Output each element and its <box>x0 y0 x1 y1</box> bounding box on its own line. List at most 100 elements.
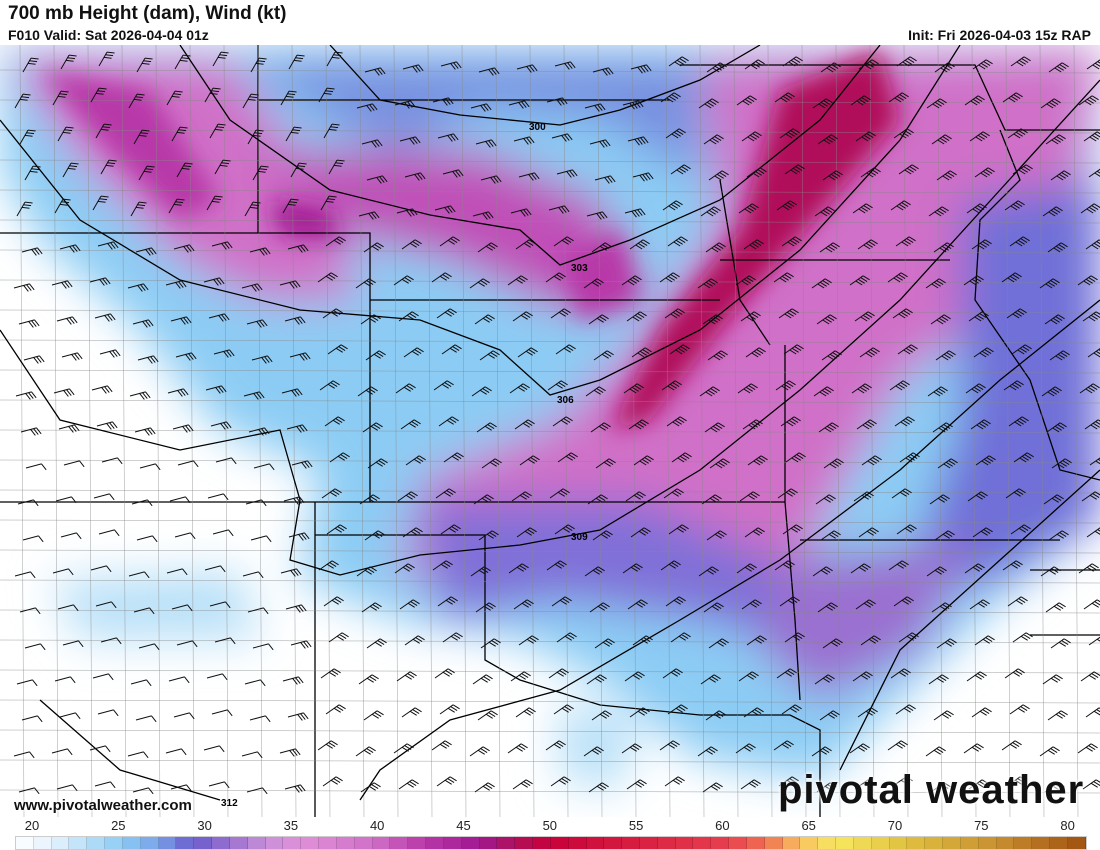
wind-barb <box>893 596 914 607</box>
wind-barb <box>286 424 308 433</box>
wind-barb <box>56 316 78 325</box>
wind-barb <box>22 535 44 543</box>
wind-barb <box>1001 272 1022 283</box>
wind-barb <box>1006 776 1027 787</box>
wind-barb <box>404 172 426 181</box>
wind-barb <box>630 64 652 74</box>
colorbar-tick: 75 <box>974 818 989 833</box>
wind-barb <box>547 380 568 391</box>
wind-barb <box>1040 566 1061 577</box>
wind-barb <box>1001 740 1022 751</box>
wind-barb <box>1077 743 1098 754</box>
wind-barb <box>850 563 871 574</box>
wind-barb <box>855 599 876 610</box>
contour-label-303: 303 <box>571 263 588 274</box>
wind-barb <box>1089 455 1100 466</box>
wind-barb <box>481 458 502 469</box>
wind-barb <box>974 635 995 646</box>
wind-barb <box>241 751 263 759</box>
wind-barb <box>550 308 571 319</box>
wind-barb <box>774 92 795 103</box>
wind-barb <box>318 560 339 571</box>
colorbar-cell <box>497 837 516 849</box>
county-borders <box>0 45 1100 817</box>
wind-barb <box>1002 560 1023 571</box>
wind-barb <box>928 674 949 685</box>
wind-barb <box>59 244 81 253</box>
wind-barb <box>472 211 494 220</box>
wind-barb <box>358 674 379 685</box>
wind-barb <box>811 278 832 289</box>
colorbar-tick: 25 <box>111 818 126 833</box>
wind-barb <box>1048 530 1069 541</box>
wind-barb <box>404 635 425 646</box>
wind-barb <box>936 638 957 649</box>
colorbar-cell <box>1032 837 1051 849</box>
wind-barb <box>1004 668 1025 679</box>
wind-barb <box>54 198 71 214</box>
colorbar-tick: 65 <box>801 818 816 833</box>
wind-barb <box>242 571 264 579</box>
wind-barb <box>966 203 987 214</box>
wind-barb <box>963 743 984 754</box>
wind-barb <box>478 67 500 76</box>
wind-barbs <box>13 51 1100 795</box>
wind-barb <box>622 563 643 574</box>
colorbar-cell <box>550 837 569 849</box>
wind-barb <box>241 283 263 292</box>
wind-barb <box>475 139 497 148</box>
wind-barb <box>281 388 303 397</box>
wind-barb <box>1012 164 1033 175</box>
wind-barb <box>894 416 915 427</box>
wind-barb <box>1042 674 1063 685</box>
wind-barb <box>442 169 464 178</box>
wind-barb <box>54 676 76 684</box>
wind-barb <box>510 671 531 682</box>
wind-barb <box>208 313 230 322</box>
wind-barb <box>1010 524 1031 535</box>
colorbar-cell <box>693 837 712 849</box>
wind-barb <box>587 494 608 505</box>
colorbar-cell <box>729 837 747 849</box>
wind-barb <box>628 419 649 430</box>
wind-barb <box>852 671 873 682</box>
wind-barb <box>1049 350 1070 361</box>
wind-barb <box>206 195 223 211</box>
wind-barb <box>744 59 765 70</box>
wind-barb <box>89 277 111 286</box>
wind-barb <box>510 208 532 217</box>
wind-barb <box>549 488 570 499</box>
wind-barb <box>779 128 800 139</box>
wind-barb <box>357 386 378 397</box>
wind-barb <box>812 566 833 577</box>
wind-barb <box>207 493 229 501</box>
wind-barb <box>930 314 951 325</box>
wind-barb <box>895 236 916 247</box>
wind-barb <box>394 100 416 109</box>
wind-barb <box>507 275 528 286</box>
wind-barb <box>1040 98 1061 109</box>
wind-barb <box>548 205 570 214</box>
wind-barb <box>621 275 642 286</box>
wind-barb <box>1002 92 1023 103</box>
colorbar-cell <box>372 837 391 849</box>
colorbar-cell <box>871 837 890 849</box>
wind-barb <box>668 56 689 67</box>
wind-barb <box>14 93 31 109</box>
wind-barb <box>1050 638 1071 649</box>
wind-barb <box>132 787 154 795</box>
wind-barb <box>783 344 804 355</box>
wind-barb <box>474 782 495 793</box>
wind-barb <box>850 95 871 106</box>
wind-barb <box>515 707 536 718</box>
colorbar-cell <box>925 837 944 849</box>
wind-barb <box>857 707 878 718</box>
wind-barb <box>933 710 954 721</box>
wind-barb <box>849 743 870 754</box>
wind-barb <box>698 566 719 577</box>
wind-barb <box>127 283 149 292</box>
wind-barb <box>735 743 756 754</box>
wind-barb <box>13 751 35 759</box>
wind-barb <box>170 316 192 325</box>
wind-barb <box>812 98 833 109</box>
